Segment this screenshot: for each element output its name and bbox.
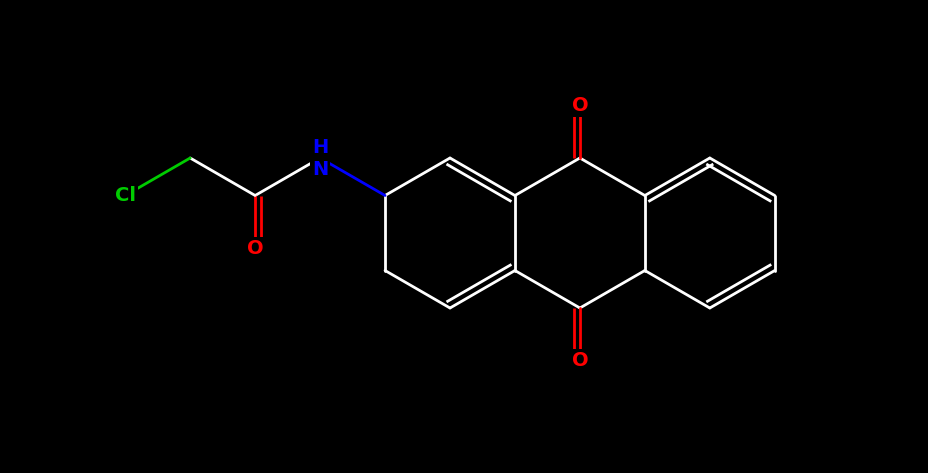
Text: O: O [571, 351, 587, 370]
Text: Cl: Cl [115, 186, 135, 205]
Text: O: O [247, 238, 264, 257]
Text: H
N: H N [312, 138, 328, 178]
Text: O: O [571, 96, 587, 115]
